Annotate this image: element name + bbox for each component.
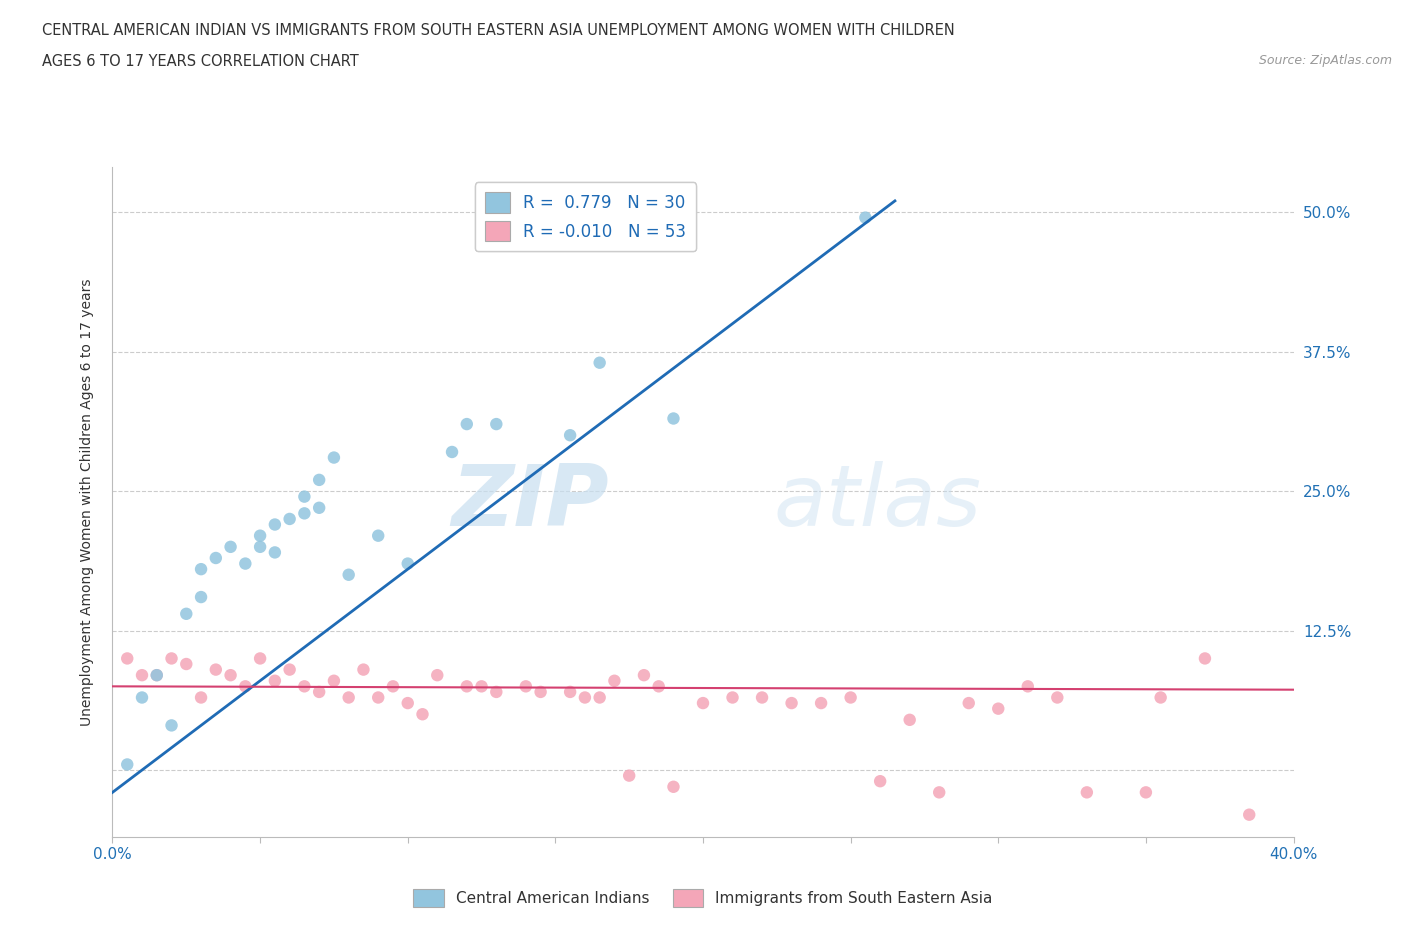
Point [411,707,433,722]
Point [647,679,671,694]
Point [219,668,242,683]
Point [264,517,287,532]
Point [456,417,478,432]
Point [131,668,153,683]
Point [249,528,271,543]
Point [323,450,346,465]
Point [160,651,183,666]
Point [174,606,197,621]
Point [603,673,626,688]
Point [146,668,169,683]
Point [558,428,582,443]
Point [117,651,138,666]
Point [308,500,330,515]
Point [957,696,980,711]
Point [146,668,169,683]
Point [278,662,301,677]
Point [396,696,419,711]
Point [174,657,197,671]
Point [292,679,315,694]
Point [470,679,494,694]
Point [810,696,832,711]
Point [292,489,315,504]
Point [205,551,228,565]
Point [337,567,360,582]
Point [721,690,744,705]
Point [396,556,419,571]
Legend: R =  0.779   N = 30, R = -0.010   N = 53: R = 0.779 N = 30, R = -0.010 N = 53 [475,182,696,251]
Point [190,590,212,604]
Point [205,662,228,677]
Point [233,679,256,694]
Text: atlas: atlas [773,460,981,544]
Point [662,779,685,794]
Text: AGES 6 TO 17 YEARS CORRELATION CHART: AGES 6 TO 17 YEARS CORRELATION CHART [42,54,359,69]
Point [264,545,287,560]
Point [278,512,301,526]
Point [1017,679,1039,694]
Point [190,562,212,577]
Point [898,712,921,727]
Point [751,690,773,705]
Point [249,539,271,554]
Point [117,757,138,772]
Point [292,506,315,521]
Y-axis label: Unemployment Among Women with Children Ages 6 to 17 years: Unemployment Among Women with Children A… [80,278,94,726]
Point [855,210,877,225]
Point [249,651,271,666]
Point [426,668,449,683]
Point [588,690,610,705]
Point [780,696,803,711]
Point [869,774,891,789]
Point [382,679,405,694]
Point [987,701,1010,716]
Point [160,718,183,733]
Point [1076,785,1098,800]
Point [529,684,551,699]
Point [190,690,212,705]
Point [308,684,330,699]
Point [264,673,287,688]
Point [233,556,256,571]
Point [337,690,360,705]
Point [1046,690,1069,705]
Point [352,662,374,677]
Point [558,684,582,699]
Point [692,696,714,711]
Point [485,417,508,432]
Legend: Central American Indians, Immigrants from South Eastern Asia: Central American Indians, Immigrants fro… [408,884,998,913]
Text: ZIP: ZIP [451,460,609,544]
Point [928,785,950,800]
Point [367,528,389,543]
Point [456,679,478,694]
Point [1135,785,1157,800]
Point [441,445,464,459]
Point [662,411,685,426]
Point [323,673,346,688]
Point [633,668,655,683]
Point [485,684,508,699]
Point [1194,651,1216,666]
Point [131,690,153,705]
Point [619,768,641,783]
Point [588,355,610,370]
Point [1150,690,1173,705]
Text: CENTRAL AMERICAN INDIAN VS IMMIGRANTS FROM SOUTH EASTERN ASIA UNEMPLOYMENT AMONG: CENTRAL AMERICAN INDIAN VS IMMIGRANTS FR… [42,23,955,38]
Point [1239,807,1261,822]
Point [367,690,389,705]
Point [574,690,596,705]
Text: Source: ZipAtlas.com: Source: ZipAtlas.com [1258,54,1392,67]
Point [515,679,537,694]
Point [219,539,242,554]
Point [839,690,862,705]
Point [308,472,330,487]
